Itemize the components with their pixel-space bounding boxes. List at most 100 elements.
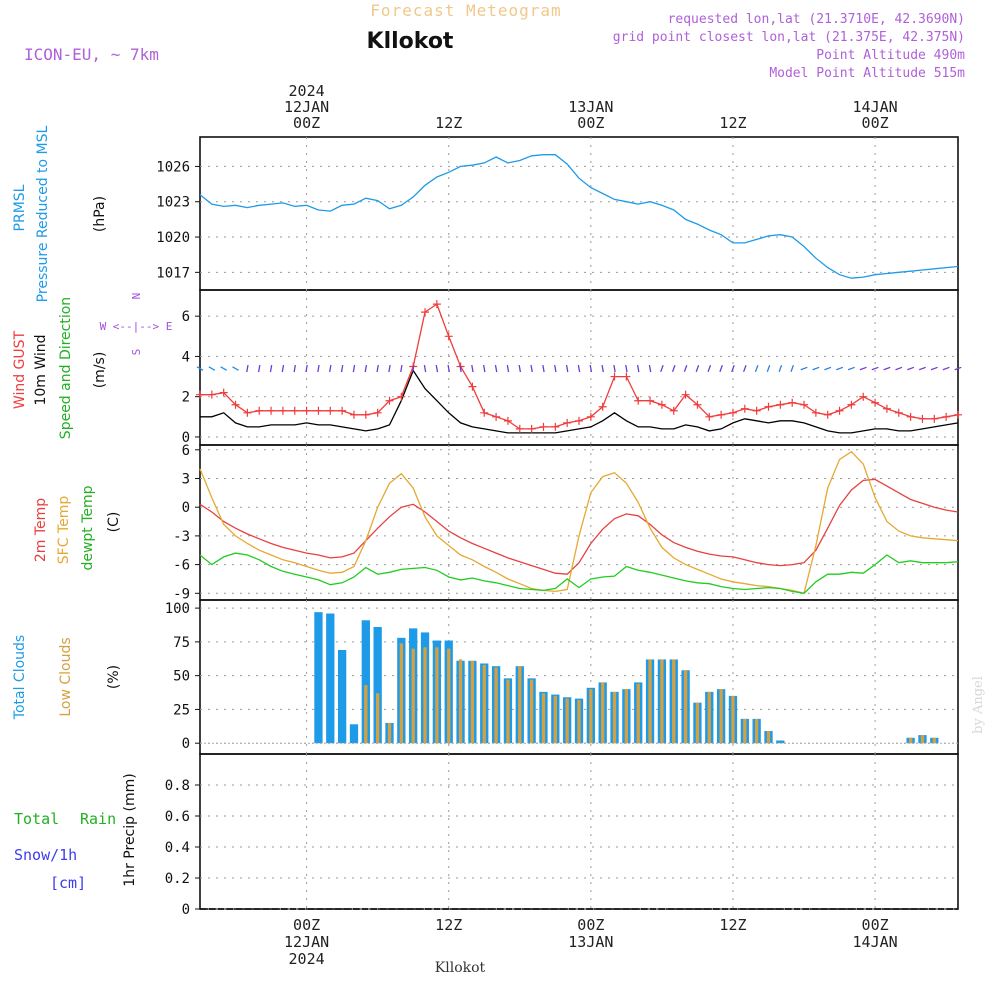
- gust-marker: [657, 400, 666, 409]
- y-tick-label: -3: [173, 529, 190, 545]
- wind-arrow: [778, 364, 783, 373]
- gust-marker: [646, 396, 655, 405]
- time-label-bottom: 12Z: [719, 916, 746, 934]
- time-label-bottom: 2024: [289, 950, 325, 968]
- wind-arrow: [388, 364, 391, 373]
- gust-marker: [693, 400, 702, 409]
- temp-line-2: [199, 552, 959, 594]
- wind-arrow: [554, 364, 557, 373]
- wind-arrow: [565, 364, 569, 373]
- gust-marker: [847, 400, 856, 409]
- gust-marker: [243, 408, 252, 417]
- low-cloud-bar: [707, 691, 711, 744]
- label-total: Total: [14, 810, 59, 828]
- gust-marker: [942, 412, 951, 421]
- low-cloud-bar: [387, 722, 392, 744]
- gust-marker: [231, 400, 240, 409]
- label-rain: Rain: [80, 810, 116, 828]
- wind-arrow: [376, 364, 379, 373]
- gridpoint-coords: grid point closest lon,lat (21.375E, 42.…: [613, 30, 965, 45]
- footer-station: Kllokot: [435, 960, 486, 976]
- gust-marker: [894, 408, 903, 417]
- time-label-bottom: 00Z: [577, 916, 604, 934]
- label-celsius: (C): [106, 512, 122, 533]
- total-cloud-bar: [337, 649, 347, 744]
- wind-arrow: [257, 364, 261, 373]
- wind-arrow: [196, 366, 204, 371]
- gust-marker: [563, 418, 572, 427]
- gust-marker: [255, 406, 264, 415]
- wind-arrow: [208, 366, 216, 371]
- wind-arrow: [671, 364, 676, 373]
- gust-marker: [290, 406, 299, 415]
- low-cloud-bar: [565, 698, 569, 744]
- wind-arrow: [435, 364, 439, 373]
- gust-marker: [503, 416, 512, 425]
- wind-arrow: [423, 364, 427, 373]
- time-label-bottom: 13JAN: [568, 933, 613, 951]
- gust-marker: [432, 300, 441, 309]
- temp-line-1: [199, 450, 959, 595]
- gust-marker: [622, 372, 631, 381]
- y-tick-label: -9: [173, 586, 190, 602]
- label-speed-direction: Speed and Direction: [58, 297, 74, 439]
- y-tick-labels: 10171020102310260246-9-6-303602550751000…: [156, 159, 190, 918]
- gust-marker: [906, 412, 915, 421]
- y-tick-label: 0: [182, 736, 190, 752]
- wind-arrow: [625, 364, 628, 373]
- y-tick-label: 75: [173, 635, 190, 651]
- gust-marker: [930, 414, 939, 423]
- wind-arrow: [400, 364, 403, 373]
- y-tick-label: 0: [182, 902, 190, 918]
- wind-arrow: [719, 364, 723, 373]
- wind-arrow: [471, 364, 474, 373]
- gust-marker: [551, 422, 560, 431]
- wind-arrow: [329, 364, 332, 373]
- wind-arrow: [683, 364, 688, 373]
- y-tick-label: 4: [182, 349, 190, 365]
- wind-arrow: [293, 364, 296, 373]
- gust-marker: [788, 398, 797, 407]
- gust-marker: [835, 406, 844, 415]
- model-label: ICON-EU, ~ 7km: [24, 45, 159, 64]
- gust-marker: [397, 392, 406, 401]
- low-cloud-bar: [932, 737, 936, 744]
- gust-marker: [267, 406, 276, 415]
- gust-marker: [385, 396, 394, 405]
- wind-arrow: [731, 364, 735, 373]
- low-cloud-bar: [660, 659, 664, 744]
- low-cloud-bar: [399, 643, 404, 744]
- wind-arrow: [766, 364, 771, 373]
- label-dewpt-temp: dewpt Temp: [80, 485, 96, 570]
- low-cloud-bar: [612, 691, 617, 744]
- wind-arrow: [754, 364, 759, 373]
- gust-marker: [705, 412, 714, 421]
- low-cloud-bar: [908, 737, 913, 744]
- time-label-top: 00Z: [293, 114, 320, 132]
- time-label-top: 2024: [289, 82, 325, 100]
- gust-marker: [575, 416, 583, 425]
- low-cloud-bar: [364, 685, 368, 744]
- low-cloud-bar: [553, 695, 557, 744]
- gust-marker: [468, 382, 477, 391]
- time-label-bottom: 12JAN: [284, 933, 329, 951]
- total-cloud-bar: [361, 620, 370, 744]
- label-percent: (%): [106, 665, 122, 689]
- label-hpa: (hPa): [92, 196, 108, 232]
- gust-marker: [349, 410, 358, 419]
- pressure-line: [199, 154, 959, 279]
- wind-arrow: [695, 364, 700, 373]
- low-cloud-bar: [648, 659, 652, 744]
- wind-arrow: [577, 364, 581, 373]
- wind-arrow: [494, 364, 498, 373]
- wind-arrow: [847, 366, 855, 371]
- gust-marker: [444, 332, 453, 341]
- compass-s: S: [130, 349, 143, 356]
- total-cloud-bar: [373, 627, 382, 744]
- gust-marker: [338, 406, 347, 415]
- y-tick-label: 6: [182, 443, 190, 459]
- gust-marker: [219, 388, 228, 397]
- gust-marker: [302, 406, 311, 415]
- gust-marker: [515, 424, 524, 433]
- y-tick-label: 0.6: [165, 809, 190, 825]
